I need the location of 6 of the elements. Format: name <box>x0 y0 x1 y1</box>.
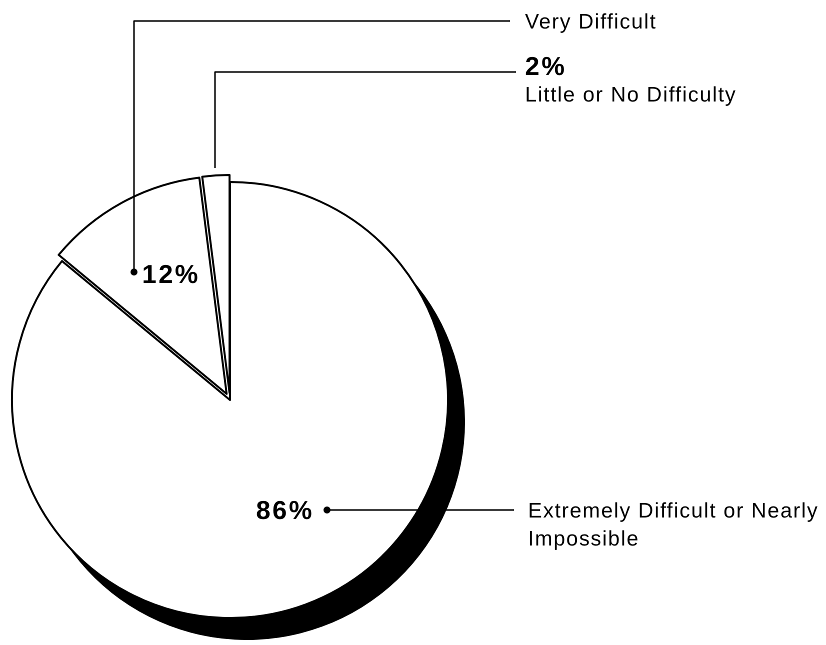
slice-label: Extremely Difficult or Nearly Impossible <box>528 499 819 550</box>
slice-label: Little or No Difficulty <box>525 83 737 106</box>
data-label: 12% <box>142 259 200 290</box>
slice-label: Very Difficult <box>525 10 657 34</box>
data-label: 86% <box>256 495 314 526</box>
data-label: 2% <box>525 51 567 82</box>
